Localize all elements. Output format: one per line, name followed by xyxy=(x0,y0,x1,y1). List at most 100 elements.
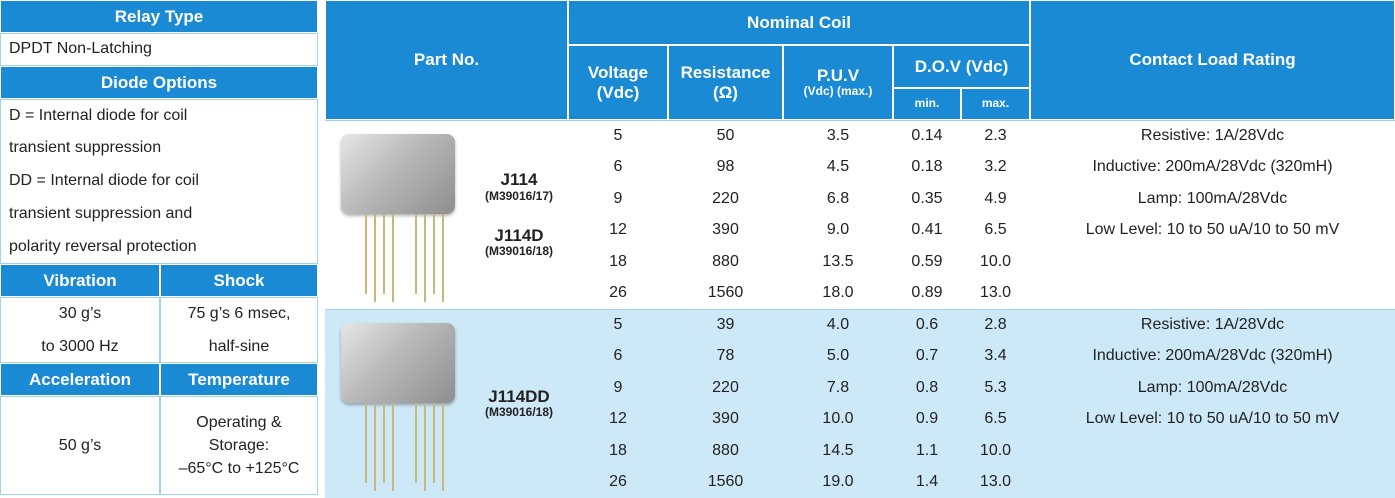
header-text: Nominal Coil xyxy=(747,12,851,32)
relay-pin xyxy=(433,403,435,483)
data-cell: 5.0 xyxy=(783,341,893,373)
cell-text: 10.0 xyxy=(979,252,1012,270)
cell-text: 12 xyxy=(609,410,627,428)
section-header: Relay Type xyxy=(0,0,318,33)
cell-text: 390 xyxy=(712,410,739,428)
part-block: J114 (M39016/17) xyxy=(485,170,553,203)
group-band xyxy=(325,120,1395,309)
data-cell: 12 xyxy=(568,215,668,247)
contact-text: Inductive: 200mA/28Vdc (320mH) xyxy=(1092,347,1333,365)
header-text: (Ω) xyxy=(713,82,738,102)
relay-pin xyxy=(365,214,367,294)
cell-text: 0.7 xyxy=(915,347,939,365)
data-cell: 19.0 xyxy=(783,467,893,498)
data-cell: 1560 xyxy=(668,467,783,498)
data-cell: 0.18 xyxy=(893,152,961,184)
data-cell: 6.5 xyxy=(961,215,1030,247)
cell-text: 4.9 xyxy=(984,189,1007,207)
cell-text: 98 xyxy=(716,158,735,176)
data-cell: 9 xyxy=(568,183,668,215)
part-name: J114DD xyxy=(488,386,550,406)
data-cell: 0.35 xyxy=(893,183,961,215)
value-text: to 3000 Hz xyxy=(41,338,119,355)
cell-text: 3.2 xyxy=(984,158,1007,176)
value-text: half-sine xyxy=(208,338,270,355)
data-cell: 10.0 xyxy=(961,435,1030,467)
cell-text: 880 xyxy=(712,441,739,459)
header-cell: P.U.V (Vdc) (max.) xyxy=(783,45,893,120)
contact-line: Inductive: 200mA/28Vdc (320mH) xyxy=(1030,152,1395,184)
contact-text: Low Level: 10 to 50 uA/10 to 50 mV xyxy=(1085,221,1340,239)
cell-text: 4.0 xyxy=(826,315,850,333)
cell-text: 50 xyxy=(716,126,735,144)
data-cell: 1560 xyxy=(668,278,783,310)
data-cell: 0.59 xyxy=(893,246,961,278)
contact-text: Resistive: 1A/28Vdc xyxy=(1140,315,1285,333)
section-header: Temperature xyxy=(160,363,318,396)
relay-image xyxy=(337,134,459,304)
data-cell: 6 xyxy=(568,152,668,184)
cell-text: 4.5 xyxy=(826,158,850,176)
cell-text: 13.5 xyxy=(822,252,854,270)
data-cell: 10.0 xyxy=(961,246,1030,278)
data-cell: 4.9 xyxy=(961,183,1030,215)
relay-pin xyxy=(424,403,426,491)
cell-text: 78 xyxy=(716,347,735,365)
data-cell: 14.5 xyxy=(783,435,893,467)
data-cell: 220 xyxy=(668,372,783,404)
cell-text: 2.3 xyxy=(984,126,1007,144)
relay-image xyxy=(337,323,459,493)
relay-pin xyxy=(383,214,385,294)
part-names: J114DD (M39016/18) xyxy=(470,309,568,498)
contact-text: Lamp: 100mA/28Vdc xyxy=(1137,189,1288,207)
header-text: Relay Type xyxy=(114,6,204,26)
data-cell: 13.5 xyxy=(783,246,893,278)
cell-text: 5.0 xyxy=(826,347,850,365)
value-text: 75 g’s 6 msec, xyxy=(187,305,291,322)
data-cell: 39 xyxy=(668,309,783,341)
cell-text: 1560 xyxy=(707,473,744,491)
data-cell: 1.1 xyxy=(893,435,961,467)
relay-pin xyxy=(365,403,367,483)
spec-value: DPDT Non-Latching xyxy=(0,33,318,66)
section-header: Diode Options xyxy=(0,66,318,99)
cell-text: 6 xyxy=(613,158,623,176)
cell-text: 0.18 xyxy=(911,158,943,176)
data-cell: 0.7 xyxy=(893,341,961,373)
part-spec: (M39016/17) xyxy=(484,188,554,203)
header-cell: Voltage (Vdc) xyxy=(568,45,668,120)
part-block: J114D (M39016/18) xyxy=(485,226,553,259)
cell-text: 0.14 xyxy=(911,126,943,144)
part-name: J114D xyxy=(494,225,544,245)
contact-line: Lamp: 100mA/28Vdc xyxy=(1030,372,1395,404)
section-header: Shock xyxy=(160,264,318,297)
data-cell: 880 xyxy=(668,435,783,467)
data-cell: 880 xyxy=(668,246,783,278)
spec-line: polarity reversal protection xyxy=(0,231,318,264)
contact-text: Lamp: 100mA/28Vdc xyxy=(1137,378,1288,396)
cell-text: 5.3 xyxy=(984,378,1007,396)
data-cell: 220 xyxy=(668,183,783,215)
relay-pin xyxy=(415,214,417,294)
data-cell: 390 xyxy=(668,215,783,247)
cell-text: 390 xyxy=(712,221,739,239)
data-cell: 5 xyxy=(568,309,668,341)
cell-text: 5 xyxy=(613,126,623,144)
header-cell: Part No. xyxy=(325,0,568,120)
data-cell: 7.8 xyxy=(783,372,893,404)
relay-pin xyxy=(424,214,426,302)
data-cell: 0.14 xyxy=(893,120,961,152)
cell-text: 9 xyxy=(613,189,623,207)
relay-pin xyxy=(374,214,376,302)
header-cell: Contact Load Rating xyxy=(1030,0,1395,120)
data-cell: 0.89 xyxy=(893,278,961,310)
data-cell: 0.9 xyxy=(893,404,961,436)
spec-line: DD = Internal diode for coil xyxy=(0,165,318,198)
cell-text: 9 xyxy=(613,378,623,396)
cell-text: 5 xyxy=(613,315,623,333)
relay-pin xyxy=(392,403,394,491)
header-text: Contact Load Rating xyxy=(1129,50,1296,70)
relay-pin xyxy=(374,403,376,491)
cell-text: 14.5 xyxy=(822,441,854,459)
cell-text: 10.0 xyxy=(979,441,1012,459)
